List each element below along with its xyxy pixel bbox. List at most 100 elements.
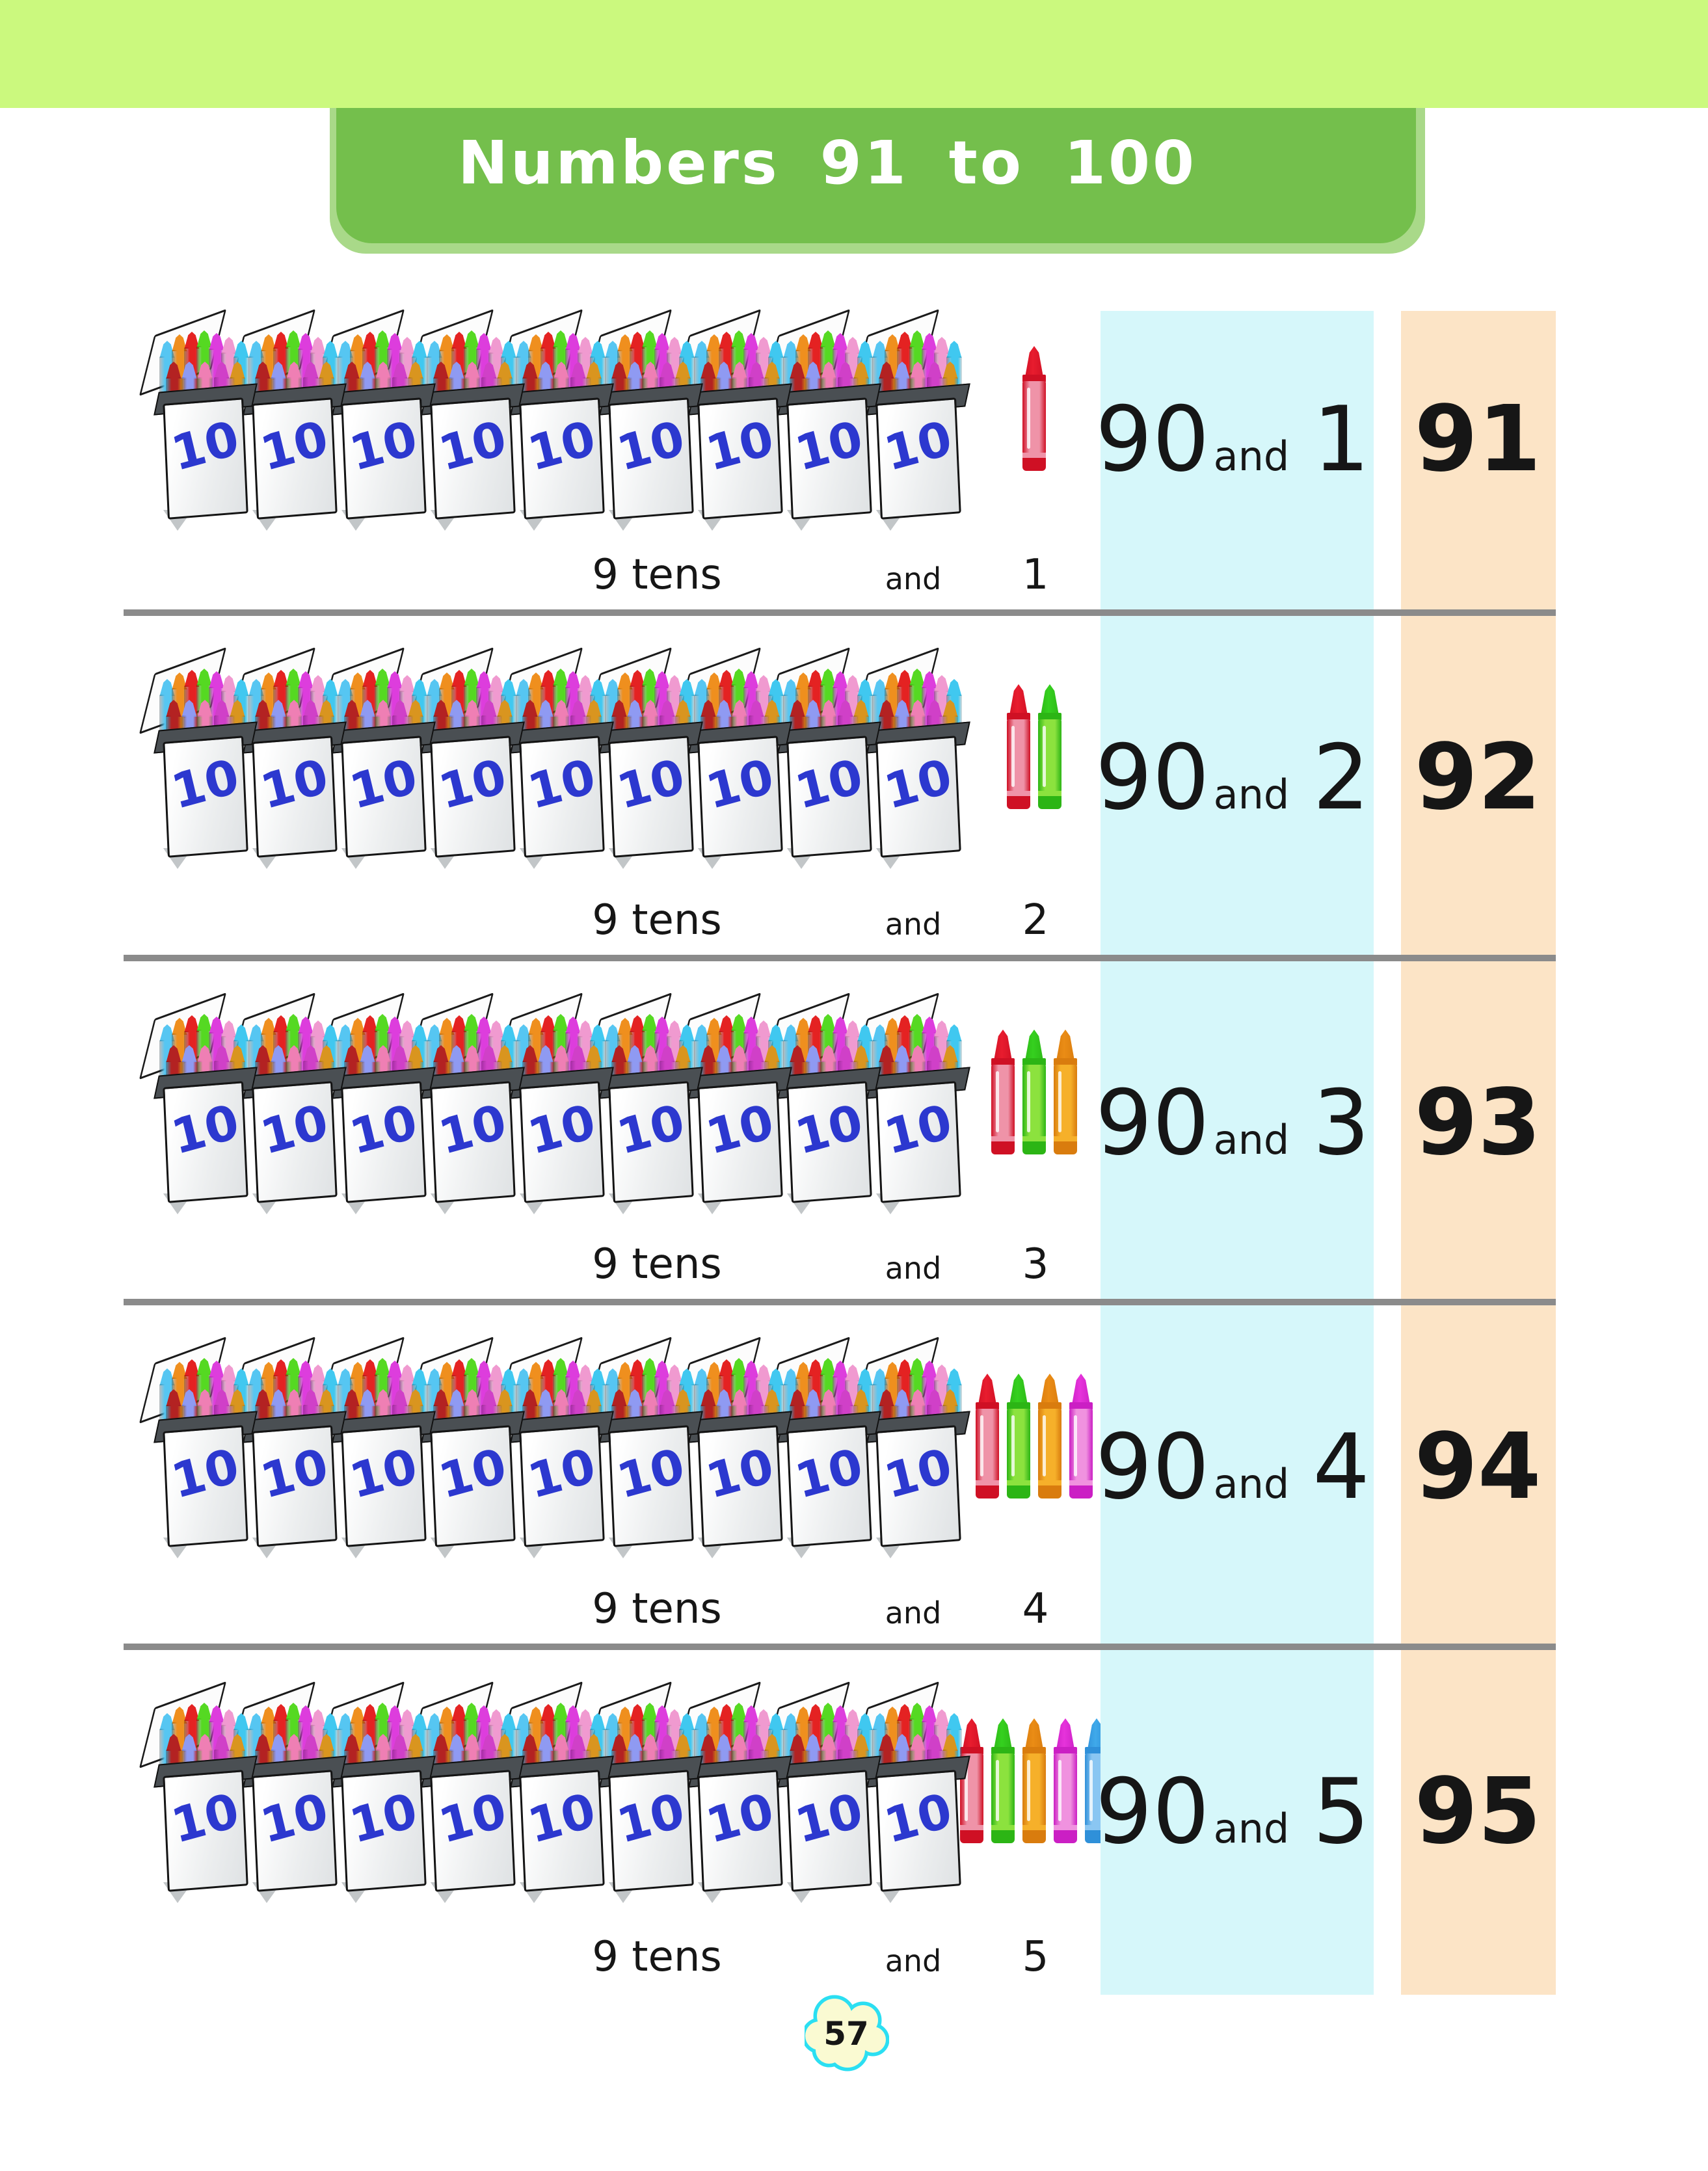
and-label: and bbox=[885, 1943, 942, 1978]
box-front: 10 bbox=[786, 1081, 872, 1203]
crayon-box-of-ten: 10 bbox=[406, 1681, 525, 1903]
equation-and-word: and bbox=[1213, 1460, 1290, 1508]
equation-ones-number: 3 bbox=[1313, 1071, 1370, 1175]
box-front: 10 bbox=[608, 397, 694, 520]
tens-count-label: 9 tens bbox=[592, 896, 722, 944]
single-crayon-orange bbox=[1038, 1374, 1061, 1498]
crayon-box-of-ten: 10 bbox=[851, 309, 970, 531]
place-value-equation: 90 and 2 bbox=[1095, 733, 1370, 823]
crayon-box-of-ten: 10 bbox=[495, 992, 614, 1214]
and-label: and bbox=[885, 1595, 942, 1631]
box-label-ten: 10 bbox=[879, 1093, 957, 1166]
crayon-box-of-ten: 10 bbox=[584, 309, 703, 531]
box-front: 10 bbox=[341, 1081, 427, 1203]
box-label-ten: 10 bbox=[344, 748, 423, 821]
box-front: 10 bbox=[430, 1081, 516, 1203]
single-crayon-red bbox=[991, 1030, 1015, 1154]
box-label-ten: 10 bbox=[790, 1093, 868, 1166]
box-front: 10 bbox=[519, 1770, 605, 1892]
box-front: 10 bbox=[697, 1081, 783, 1203]
box-label-ten: 10 bbox=[522, 1782, 601, 1855]
tens-ones-column-band bbox=[1101, 311, 1374, 1995]
equation-and-word: and bbox=[1213, 1805, 1290, 1852]
equation-tens-number: 90 bbox=[1095, 1759, 1210, 1864]
box-label-ten: 10 bbox=[790, 410, 868, 483]
box-label-ten: 10 bbox=[433, 748, 512, 821]
box-front: 10 bbox=[519, 1081, 605, 1203]
place-value-equation: 90 and 4 bbox=[1095, 1422, 1370, 1512]
box-label-ten: 10 bbox=[522, 748, 601, 821]
box-front: 10 bbox=[163, 1770, 248, 1892]
box-label-ten: 10 bbox=[344, 1437, 423, 1510]
box-front: 10 bbox=[341, 1425, 427, 1547]
box-front: 10 bbox=[430, 736, 516, 858]
crayon-box-of-ten: 10 bbox=[673, 309, 792, 531]
box-label-ten: 10 bbox=[344, 410, 423, 483]
box-front: 10 bbox=[786, 1425, 872, 1547]
box-label-ten: 10 bbox=[255, 410, 334, 483]
box-front: 10 bbox=[786, 1770, 872, 1892]
box-label-ten: 10 bbox=[255, 1437, 334, 1510]
tens-count-label: 9 tens bbox=[592, 1585, 722, 1633]
top-banner bbox=[0, 0, 1708, 108]
equation-tens-number: 90 bbox=[1095, 1415, 1210, 1519]
equation-ones-number: 4 bbox=[1313, 1415, 1370, 1519]
box-label-ten: 10 bbox=[790, 748, 868, 821]
result-number: 94 bbox=[1414, 1414, 1541, 1520]
crayon-box-of-ten: 10 bbox=[851, 647, 970, 869]
box-front: 10 bbox=[341, 397, 427, 520]
equation-and-word: and bbox=[1213, 771, 1290, 818]
crayon-box-of-ten: 10 bbox=[762, 647, 881, 869]
tens-count-label: 9 tens bbox=[592, 551, 722, 599]
crayon-box-of-ten: 10 bbox=[317, 1681, 436, 1903]
place-value-equation: 90 and 5 bbox=[1095, 1767, 1370, 1857]
ones-count-label: 4 bbox=[1022, 1585, 1049, 1633]
and-label: and bbox=[885, 907, 942, 942]
box-front: 10 bbox=[875, 1425, 961, 1547]
equation-and-word: and bbox=[1213, 433, 1290, 480]
box-front: 10 bbox=[163, 397, 248, 520]
and-label: and bbox=[885, 561, 942, 596]
box-label-ten: 10 bbox=[701, 1093, 779, 1166]
crayon-box-of-ten: 10 bbox=[228, 1337, 347, 1558]
crayon-box-of-ten: 10 bbox=[406, 309, 525, 531]
box-front: 10 bbox=[875, 1081, 961, 1203]
box-front: 10 bbox=[252, 1081, 338, 1203]
box-front: 10 bbox=[430, 1770, 516, 1892]
box-label-ten: 10 bbox=[433, 1093, 512, 1166]
crayon-box-of-ten: 10 bbox=[673, 647, 792, 869]
equation-and-word: and bbox=[1213, 1116, 1290, 1164]
box-front: 10 bbox=[875, 397, 961, 520]
crayon-box-of-ten: 10 bbox=[495, 309, 614, 531]
crayon-box-of-ten: 10 bbox=[762, 1337, 881, 1558]
row-separator-line bbox=[124, 955, 1556, 961]
box-label-ten: 10 bbox=[790, 1437, 868, 1510]
result-number: 91 bbox=[1414, 386, 1541, 492]
box-front: 10 bbox=[608, 736, 694, 858]
equation-ones-number: 2 bbox=[1313, 725, 1370, 830]
crayon-box-of-ten: 10 bbox=[584, 1337, 703, 1558]
result-number: 93 bbox=[1414, 1070, 1541, 1176]
and-label: and bbox=[885, 1251, 942, 1286]
box-label-ten: 10 bbox=[790, 1782, 868, 1855]
box-label-ten: 10 bbox=[166, 1093, 245, 1166]
equation-ones-number: 5 bbox=[1313, 1759, 1370, 1864]
box-label-ten: 10 bbox=[701, 1437, 779, 1510]
box-front: 10 bbox=[430, 397, 516, 520]
tens-count-label: 9 tens bbox=[592, 1240, 722, 1288]
crayon-box-of-ten: 10 bbox=[228, 992, 347, 1214]
crayon-box-of-ten: 10 bbox=[317, 1337, 436, 1558]
box-label-ten: 10 bbox=[611, 1437, 690, 1510]
box-front: 10 bbox=[341, 736, 427, 858]
box-label-ten: 10 bbox=[166, 1782, 245, 1855]
box-label-ten: 10 bbox=[255, 1093, 334, 1166]
page-number: 57 bbox=[823, 2015, 869, 2053]
equation-tens-number: 90 bbox=[1095, 725, 1210, 830]
ones-count-label: 1 bbox=[1022, 551, 1049, 599]
single-crayon-green bbox=[991, 1718, 1015, 1843]
crayon-box-of-ten: 10 bbox=[673, 1337, 792, 1558]
box-front: 10 bbox=[608, 1425, 694, 1547]
result-column-band bbox=[1401, 311, 1556, 1995]
box-label-ten: 10 bbox=[522, 410, 601, 483]
